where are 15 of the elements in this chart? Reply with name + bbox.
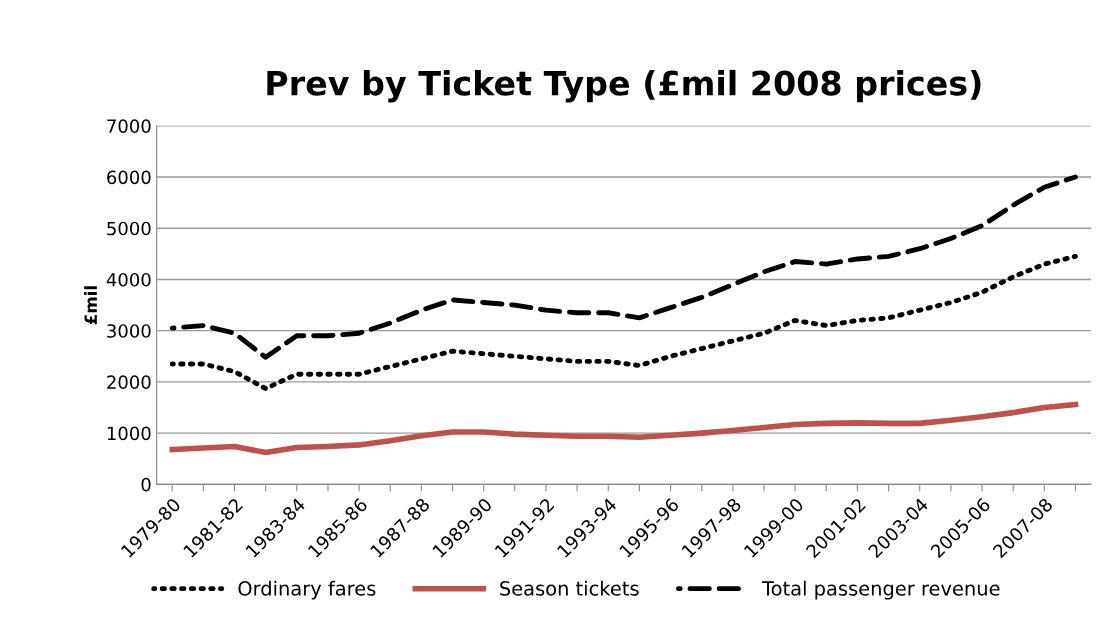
y-tick-label: 3000 [107, 324, 151, 338]
y-tick-label: 0 [141, 477, 151, 492]
legend-label: Total passenger revenue [762, 580, 1000, 600]
legend-label: Season tickets [500, 580, 639, 596]
y-tick-label: 7000 [107, 119, 151, 133]
legend-label: Ordinary fares [238, 580, 376, 600]
y-tick-label: 5000 [107, 221, 151, 236]
y-tick-label: 2000 [107, 375, 151, 390]
y-tick-label: 1000 [107, 426, 151, 441]
line-series [169, 253, 1078, 391]
y-axis-title: £mil [84, 286, 97, 325]
chart-title: Prev by Ticket Type (£mil 2008 prices) [267, 69, 981, 103]
y-tick-label: 6000 [107, 170, 151, 185]
line-series [169, 174, 1078, 360]
y-tick-label: 4000 [106, 272, 151, 287]
